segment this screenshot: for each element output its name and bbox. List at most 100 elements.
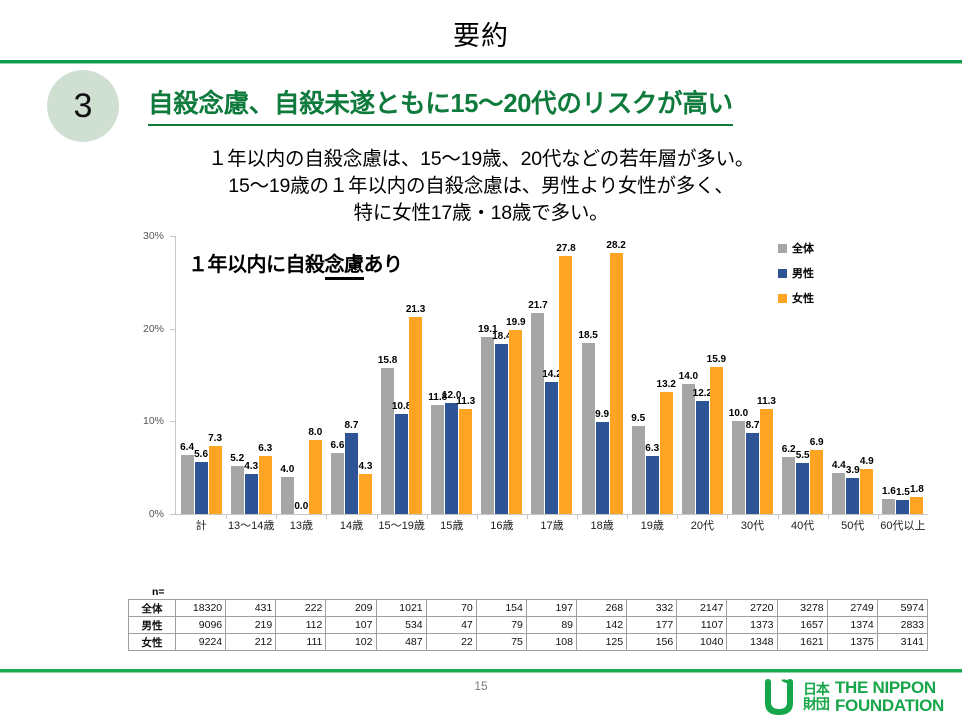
bar-value-label: 6.4: [180, 441, 195, 453]
logo-jp-line-2: 財団: [802, 696, 830, 712]
bar-男性: 5.5: [796, 450, 810, 514]
bar-value-label: 14.2: [542, 369, 562, 381]
bar-value-label: 8.0: [308, 426, 323, 438]
bar-group: 6.2 5.5 6.9: [778, 236, 828, 514]
bar-全体: 14.0: [679, 371, 698, 514]
bar-男性: 18.4: [492, 331, 512, 514]
bar-全体: 4.0: [280, 464, 294, 514]
table-row-header: 全体: [128, 599, 176, 617]
bar-group: 4.4 3.9 4.9: [828, 236, 878, 514]
x-axis-category-label: 50代: [841, 520, 865, 532]
bar-女性: 15.9: [707, 354, 726, 514]
y-axis-tick-label: 10%: [142, 415, 164, 428]
bar-女性: 11.3: [757, 396, 776, 514]
bar-value-label: 4.4: [831, 460, 846, 472]
x-axis-tick-mark: [526, 514, 528, 519]
x-axis-tick-mark: [727, 514, 729, 519]
bar-value-label: 1.6: [881, 486, 896, 498]
bar-group: 1.6 1.5 1.8: [878, 236, 928, 514]
bar-value-label: 6.9: [809, 437, 824, 449]
bar-value-label: 0.0: [294, 501, 309, 512]
x-axis-line: [175, 514, 928, 515]
table-row-header: 男性: [128, 616, 176, 634]
table-cell: 197: [525, 599, 578, 617]
table-cell: 209: [325, 599, 377, 617]
bar-女性: 11.3: [456, 396, 475, 514]
table-cell: 1375: [826, 633, 878, 651]
x-axis-tick-mark: [677, 514, 679, 519]
bar-女性: 28.2: [606, 240, 626, 514]
bar-全体: 6.6: [331, 440, 344, 514]
bar-女性: 21.3: [406, 304, 425, 514]
x-axis-tick-mark: [627, 514, 629, 519]
legend-label-female: 女性: [792, 293, 814, 305]
slide-title: 要約: [453, 21, 509, 51]
table-cell: 2833: [876, 616, 929, 634]
bar-value-label: 3.9: [845, 464, 860, 476]
section-number-badge: 3: [47, 70, 119, 142]
bar-全体: 9.5: [631, 413, 645, 514]
x-axis-category-label: 14歳: [339, 520, 364, 532]
header-divider-thin: [0, 63, 962, 64]
bar-value-label: 14.0: [678, 371, 699, 383]
bar-group: 9.5 6.3 13.2: [627, 236, 677, 514]
bar-value-label: 4.0: [280, 463, 295, 475]
header-divider: [0, 60, 962, 63]
bar-value-label: 8.7: [344, 420, 359, 432]
bar-全体: 4.4: [832, 460, 846, 514]
table-cell: 9224: [174, 633, 227, 651]
bar-value-label: 6.6: [330, 439, 345, 451]
bar-女性: 7.3: [208, 433, 222, 514]
bar-value-label: 18.5: [578, 329, 598, 341]
bar-女性: 27.8: [556, 243, 576, 514]
chart-title-part-b: あり: [363, 254, 404, 276]
legend-item-all: 全体: [778, 240, 848, 256]
bar-value-label: 11.3: [757, 396, 776, 408]
bar-value-label: 15.9: [706, 353, 727, 365]
bar-value-label: 6.3: [258, 442, 273, 454]
y-axis-tick-mark: [170, 328, 175, 330]
bar-男性: 3.9: [846, 465, 860, 514]
table-cell: 22: [425, 633, 477, 651]
x-axis-tick-mark: [577, 514, 579, 519]
x-axis-category-label: 20代: [690, 520, 715, 532]
x-axis-category-label: 40代: [791, 520, 815, 532]
x-axis-tick-mark: [326, 514, 328, 519]
table-cell: 219: [225, 616, 277, 634]
bar-group: 21.7 14.2 27.8: [527, 236, 577, 514]
bar-value-label: 1.5: [895, 487, 910, 499]
footer-divider-thin: [0, 672, 962, 673]
bar-value-label: 1.8: [909, 484, 924, 496]
bar-value-label: 8.7: [745, 420, 760, 432]
bar-女性: 8.0: [308, 427, 322, 514]
table-cell: 1021: [375, 599, 427, 617]
x-axis-tick-mark: [276, 514, 278, 519]
bar-group: 14.0 12.2 15.9: [677, 236, 727, 514]
legend-label-male: 男性: [792, 268, 814, 280]
bar-value-label: 5.2: [230, 452, 245, 464]
table-row-header: 女性: [128, 633, 176, 651]
y-axis-tick-label: 30%: [142, 230, 164, 242]
table-cell: 102: [325, 633, 377, 651]
bar-value-label: 10.0: [728, 408, 749, 420]
footer-divider: [0, 669, 962, 672]
y-axis-tick-mark: [170, 236, 175, 237]
bar-value-label: 6.2: [781, 443, 796, 455]
table-cell: 2720: [726, 599, 778, 617]
table-cell: 1621: [776, 633, 828, 651]
table-cell: 111: [275, 633, 327, 651]
bar-value-label: 6.3: [645, 442, 660, 454]
x-axis-tick-mark: [877, 514, 879, 519]
sample-size-table: 全体 18320 431 222 209 1021 70 154 197 268 332 2147 27…: [128, 599, 929, 651]
bar-女性: 6.9: [810, 437, 824, 514]
bar-全体: 11.8: [428, 392, 447, 514]
lead-line-1: １年以内の自殺念慮は、15～19歳、20代などの若年層が多い。: [207, 148, 755, 170]
bar-全体: 1.6: [882, 486, 896, 514]
table-cell: 9096: [174, 616, 227, 634]
bar-value-label: 19.9: [506, 316, 526, 328]
table-cell: 1040: [676, 633, 728, 651]
table-cell: 18320: [174, 599, 227, 617]
x-axis-tick-mark: [777, 514, 779, 519]
bar-value-label: 18.4: [492, 330, 512, 342]
y-axis-tick-mark: [170, 421, 175, 423]
